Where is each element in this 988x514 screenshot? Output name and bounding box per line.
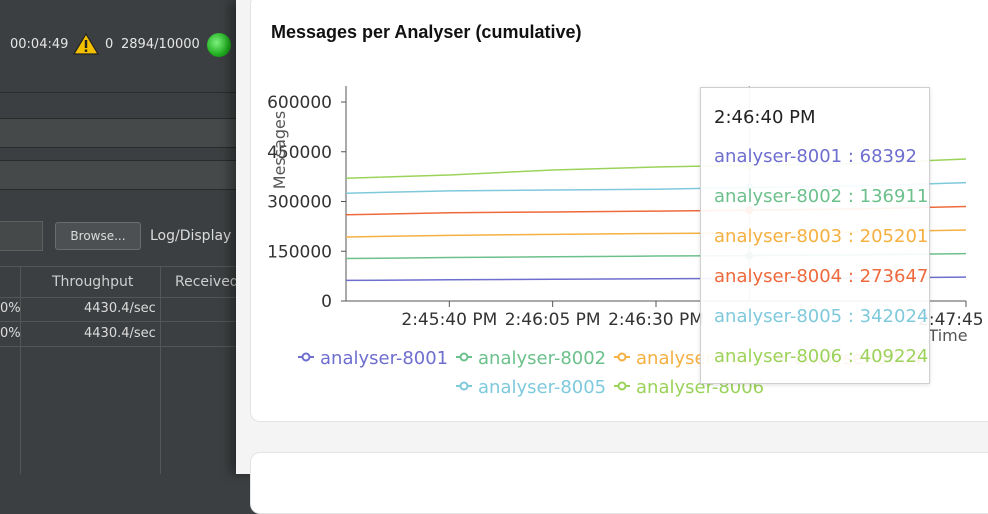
chart-title: Messages per Analyser (cumulative) xyxy=(271,22,582,42)
column-header-throughput[interactable]: Throughput xyxy=(52,274,134,290)
legend-marker-dot xyxy=(617,352,627,362)
legend-marker-dot xyxy=(617,381,627,391)
file-path-input[interactable] xyxy=(0,221,43,251)
y-axis-label: Messages xyxy=(270,111,289,189)
legend-marker-dot xyxy=(301,352,311,362)
y-tick-label: 600000 xyxy=(267,93,332,113)
log-display-label: Log/Display C xyxy=(150,228,246,244)
legend-marker-dot xyxy=(459,352,469,362)
table-header: Throughput Received xyxy=(0,266,239,298)
legend-item-analyser-8001: analyser-8001 xyxy=(320,348,448,369)
percent-cell: 0% xyxy=(0,301,21,316)
app-left-panel: 00:04:49 0 2894/10000 Browse... Log/Disp… xyxy=(0,0,246,474)
tooltip-row: analyser-8001 : 68392 xyxy=(714,146,917,167)
x-axis-label: Time xyxy=(927,326,967,345)
throughput-cell: 4430.4/sec xyxy=(84,301,156,316)
throughput-cell: 4430.4/sec xyxy=(84,326,156,341)
column-header-received[interactable]: Received xyxy=(175,274,239,290)
x-tick-label: 2:47:45 PM xyxy=(918,310,988,330)
warning-count: 0 xyxy=(105,37,114,52)
column-divider xyxy=(20,266,21,474)
x-tick-label: 2:46:30 PM xyxy=(608,310,704,330)
legend-item-analyser-8005: analyser-8005 xyxy=(478,377,606,398)
warning-triangle-icon xyxy=(73,33,99,55)
tooltip-row: analyser-8005 : 342024 xyxy=(714,306,929,327)
toolbar: 00:04:49 0 2894/10000 xyxy=(0,0,236,93)
tooltip-row: analyser-8004 : 273647 xyxy=(714,266,929,287)
y-tick-label: 450000 xyxy=(267,143,332,163)
column-divider xyxy=(160,266,161,474)
y-tick-label: 150000 xyxy=(267,242,332,262)
chart-tooltip: 2:46:40 PM analyser-8001 : 68392 analyse… xyxy=(700,87,930,384)
y-tick-label: 300000 xyxy=(267,193,332,213)
table-row[interactable]: 0% 4430.4/sec xyxy=(0,322,236,347)
percent-cell: 0% xyxy=(0,326,21,341)
x-tick-label: 2:46:05 PM xyxy=(505,310,601,330)
tooltip-row: analyser-8003 : 205201 xyxy=(714,226,929,247)
progress-count: 2894/10000 xyxy=(121,37,200,52)
input-field-2[interactable] xyxy=(0,160,236,190)
table-row[interactable]: 0% 4430.4/sec xyxy=(0,297,236,322)
tooltip-row: analyser-8002 : 136911 xyxy=(714,186,929,207)
x-tick-label: 2:45:40 PM xyxy=(401,310,497,330)
tooltip-row: analyser-8006 : 409224 xyxy=(714,346,929,367)
legend-marker-dot xyxy=(459,381,469,391)
status-led-icon xyxy=(207,33,231,57)
tooltip-header: 2:46:40 PM xyxy=(714,107,816,128)
elapsed-time: 00:04:49 xyxy=(10,37,69,52)
legend-item-analyser-8002: analyser-8002 xyxy=(478,348,606,369)
input-field-1[interactable] xyxy=(0,118,236,148)
browse-button[interactable]: Browse... xyxy=(55,222,141,250)
y-tick-label: 0 xyxy=(321,292,332,312)
